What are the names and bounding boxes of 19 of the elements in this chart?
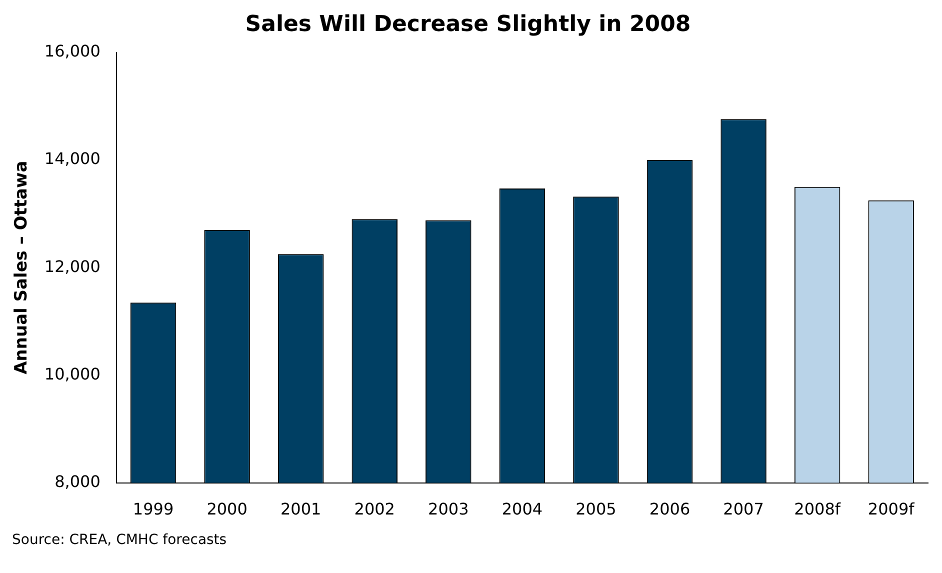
x-tick-label: 2003: [428, 500, 469, 519]
y-tick-label: 16,000: [44, 42, 100, 61]
y-axis-title: Annual Sales – Ottawa: [12, 160, 32, 374]
chart-title: Sales Will Decrease Slightly in 2008: [245, 12, 691, 37]
x-tick-label: 2007: [723, 500, 764, 519]
y-tick-label: 14,000: [44, 149, 100, 168]
x-tick-label: 1999: [132, 500, 174, 519]
x-tick-label: 2004: [502, 500, 543, 519]
y-tick-label: 10,000: [44, 364, 100, 384]
x-tick-label: 2005: [576, 500, 616, 519]
y-tick-label: 8,000: [54, 472, 100, 491]
x-tick-label: 2006: [649, 500, 690, 519]
x-tick-label: 2009f: [868, 500, 915, 519]
x-tick-label: 2000: [206, 500, 248, 519]
source-note: Source: CREA, CMHC forecasts: [12, 532, 228, 548]
x-tick-label: 2001: [280, 500, 322, 519]
x-tick-label: 2002: [354, 500, 395, 519]
x-tick-label: 2008f: [794, 500, 841, 519]
y-tick-label: 12,000: [44, 256, 100, 276]
